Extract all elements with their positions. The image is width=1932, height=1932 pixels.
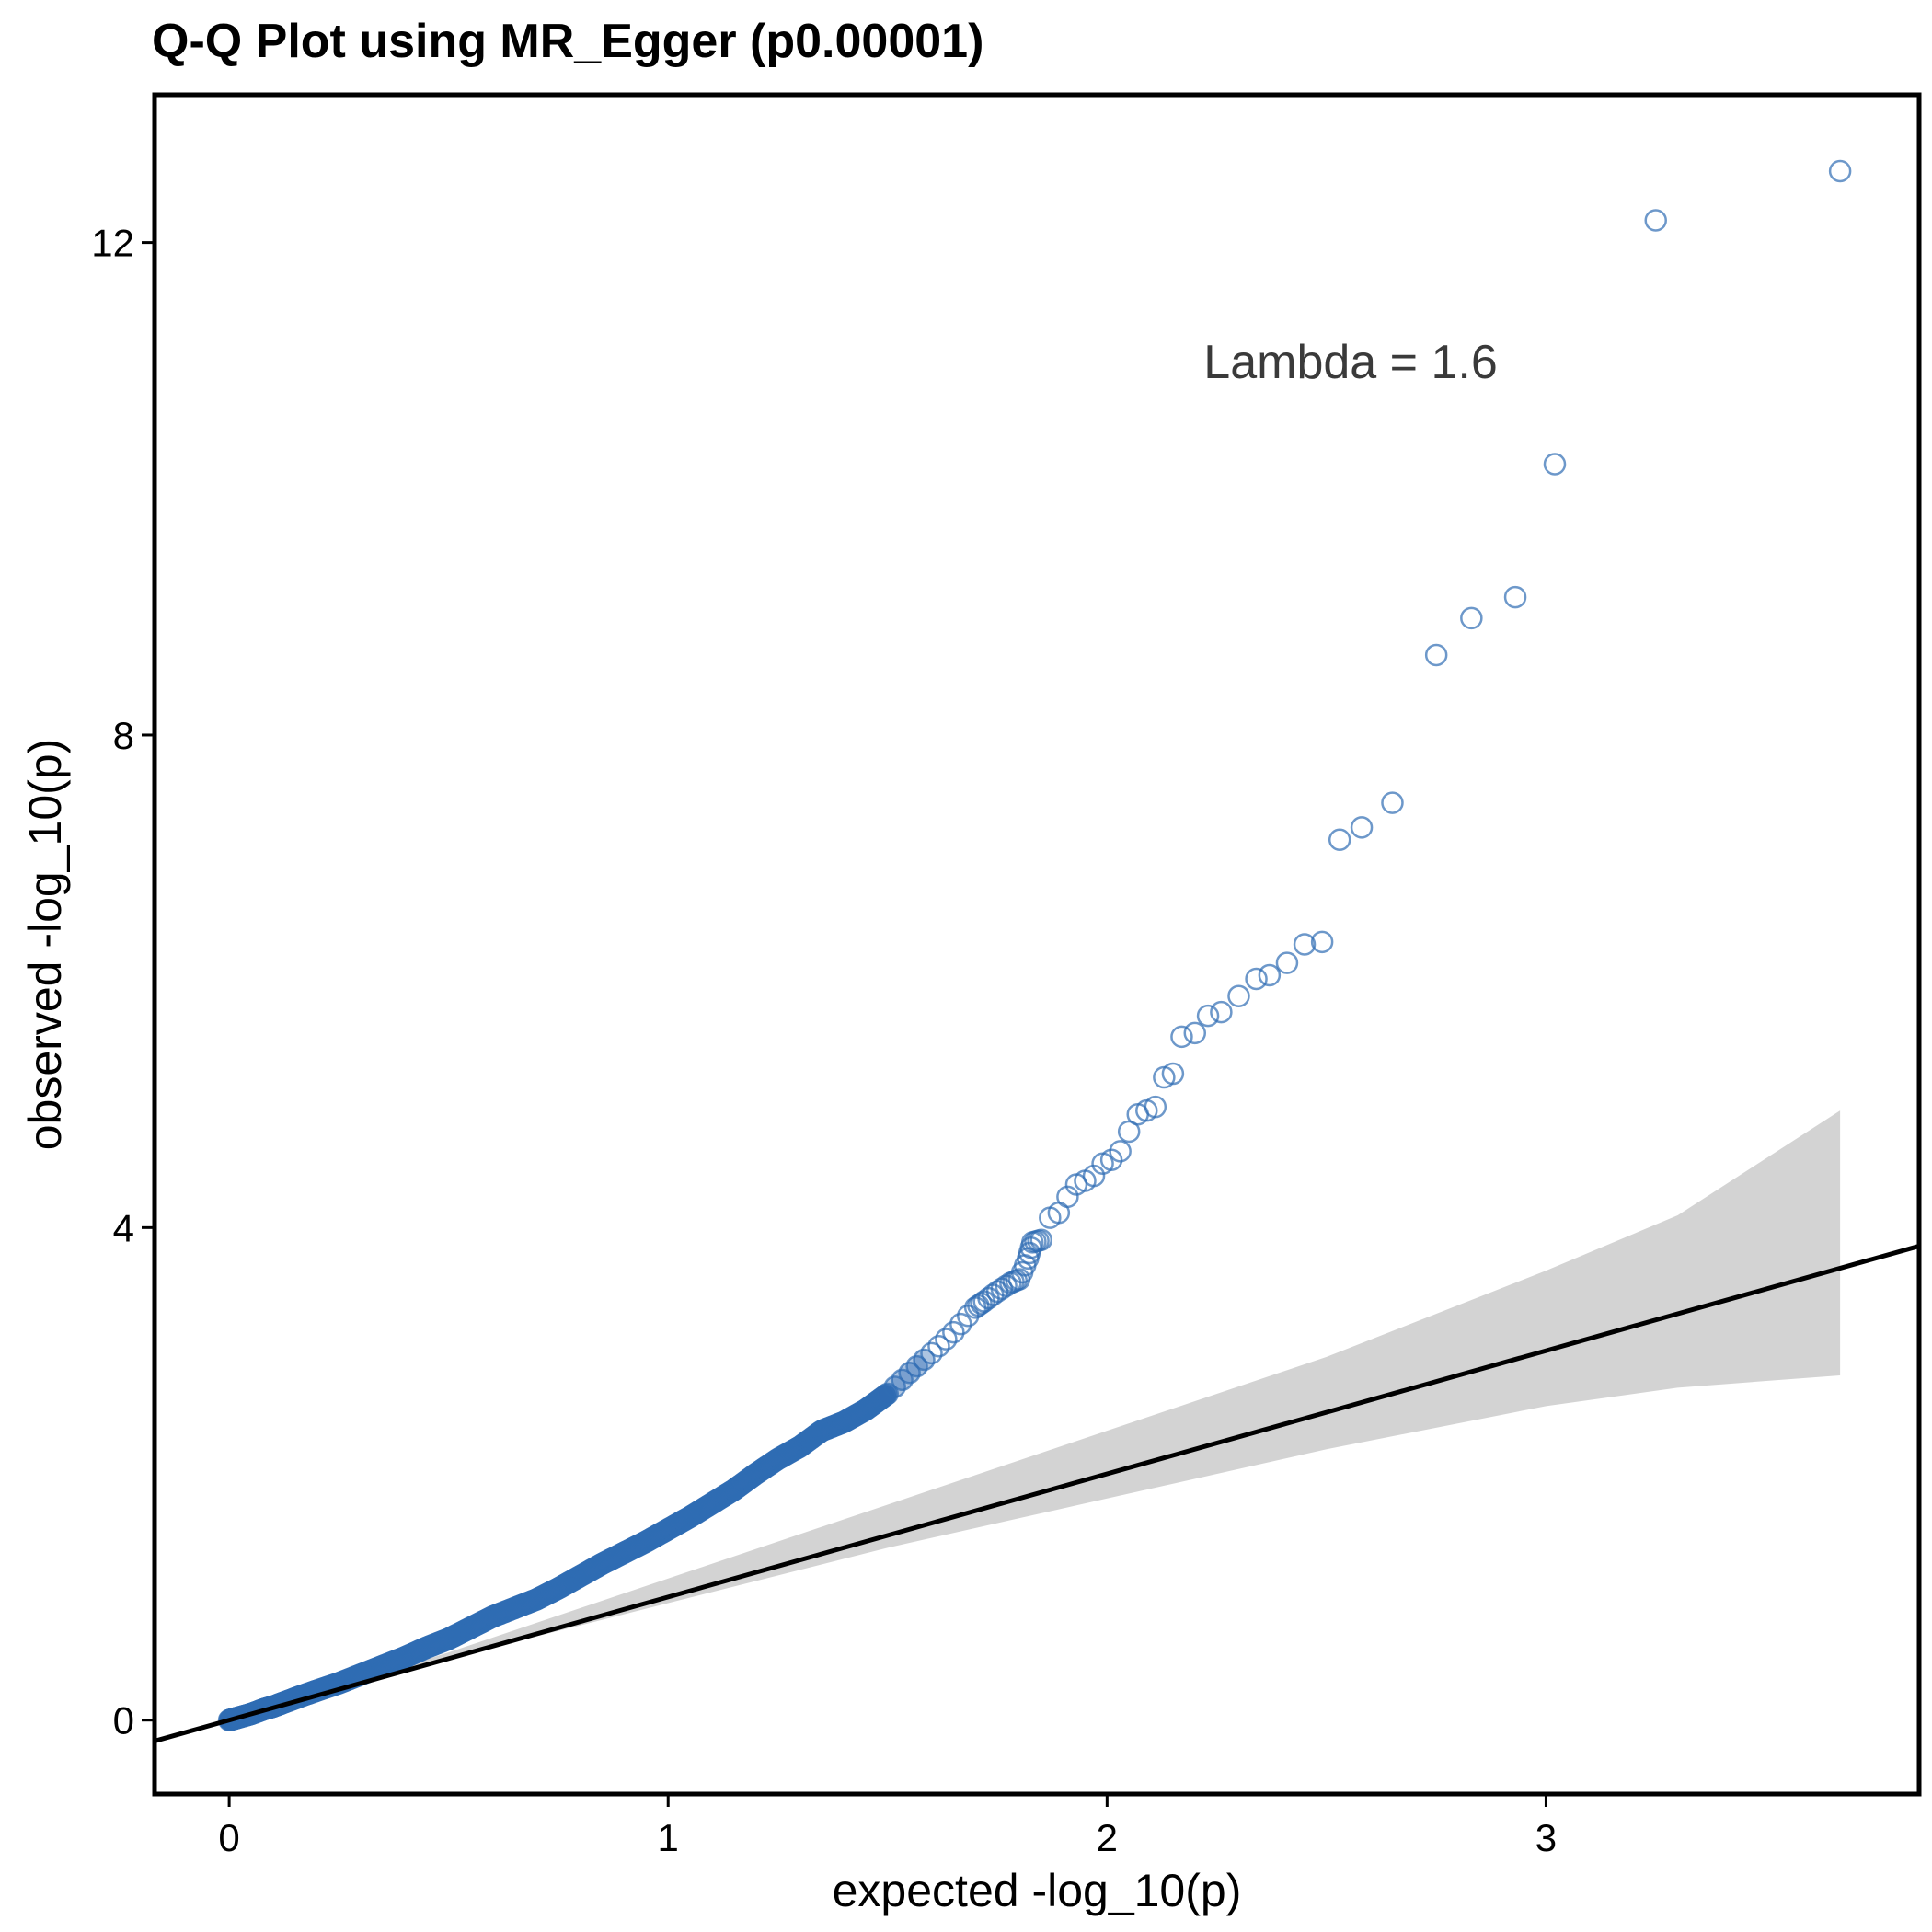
data-point: [1117, 1120, 1141, 1144]
data-point: [1170, 1025, 1193, 1049]
y-tick-label: 12: [91, 222, 134, 265]
x-tick-label: 2: [1097, 1816, 1118, 1859]
reference-line: [154, 1244, 1920, 1743]
data-point: [1183, 1021, 1207, 1045]
data-point: [1275, 951, 1299, 974]
data-point: [1424, 643, 1448, 667]
data-point: [1144, 1095, 1167, 1119]
data-point: [1328, 828, 1351, 851]
data-point: [1029, 1228, 1053, 1251]
data-point: [1210, 1000, 1233, 1024]
y-tick-label: 8: [113, 714, 134, 757]
data-point: [1828, 159, 1852, 183]
x-tick-label: 3: [1535, 1816, 1557, 1859]
data-point: [1310, 930, 1334, 954]
data-point: [935, 1328, 958, 1351]
data-point: [1109, 1140, 1132, 1163]
data-point: [949, 1312, 972, 1336]
data-point: [1245, 967, 1268, 991]
x-axis-title: expected -log_10(p): [833, 1865, 1242, 1916]
data-point: [1503, 585, 1527, 609]
y-tick-label: 4: [113, 1206, 134, 1249]
y-tick-label: 0: [113, 1699, 134, 1742]
x-axis-ticks: 0 1 2 3: [218, 1794, 1557, 1859]
data-point: [1293, 933, 1317, 956]
data-point: [1161, 1062, 1185, 1086]
plot-frame: [152, 92, 1922, 1797]
data-point: [1460, 606, 1483, 630]
data-point: [942, 1320, 965, 1344]
data-point: [1099, 1148, 1123, 1171]
data-point: [1644, 209, 1667, 232]
data-point: [1381, 791, 1404, 814]
lambda-annotation: Lambda = 1.6: [1203, 336, 1497, 389]
data-point: [1258, 963, 1282, 987]
data-point: [1227, 984, 1250, 1007]
y-axis-ticks: 0 4 8 12: [91, 222, 155, 1742]
data-point: [1543, 453, 1567, 476]
data-point: [920, 1341, 943, 1365]
data-point: [970, 1292, 993, 1316]
x-tick-label: 1: [658, 1816, 679, 1859]
y-axis-title: observed -log_10(p): [19, 739, 71, 1151]
chart-title: Q-Q Plot using MR_Egger (p0.00001): [152, 15, 983, 68]
data-point: [1350, 816, 1374, 839]
data-point: [1196, 1004, 1220, 1028]
data-point: [927, 1335, 950, 1358]
x-tick-label: 0: [218, 1816, 239, 1859]
